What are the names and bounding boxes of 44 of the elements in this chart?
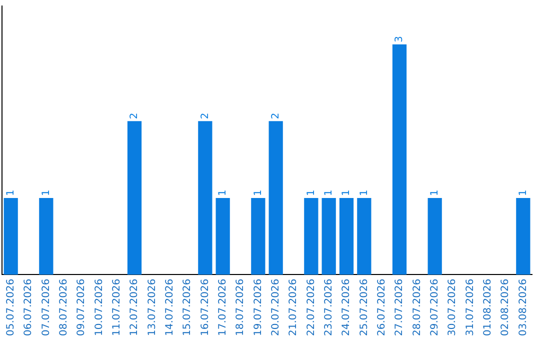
x-tick-label: 15.07.2026 [182,278,194,336]
x-tick-label: 28.07.2026 [412,278,423,336]
data-label: 1 [358,190,370,196]
x-tick-label: 25.07.2026 [358,278,370,336]
x-tick-label: 16.07.2026 [200,278,211,336]
x-tick-label: 19.07.2026 [252,278,264,336]
x-tick-label: 13.07.2026 [146,278,158,336]
x-tick-label: 26.07.2026 [376,278,388,336]
data-label: 1 [341,190,352,196]
x-tick-label: 24.07.2026 [341,278,352,336]
x-tick-label: 01.08.2026 [482,278,494,336]
data-label: 1 [518,190,529,196]
x-tick-label: 11.07.2026 [111,278,122,336]
data-label: 1 [306,190,317,196]
x-tick-label: 29.07.2026 [429,278,440,336]
x-tick-label: 07.07.2026 [40,278,52,336]
data-label: 1 [5,190,16,196]
x-tick-label: 12.07.2026 [129,278,140,336]
data-label: 2 [129,112,140,120]
data-label: 2 [270,112,282,120]
x-tick-label: 09.07.2026 [76,278,88,336]
data-label: 1 [252,190,264,196]
x-tick-label: 18.07.2026 [235,278,246,336]
data-label: 3 [394,36,406,42]
x-tick-label: 10.07.2026 [94,278,105,336]
x-tick-label: 30.07.2026 [447,278,458,336]
x-tick-label: 02.08.2026 [500,278,512,336]
x-tick-label: 22.07.2026 [306,278,317,336]
x-tick-label: 27.07.2026 [394,278,406,336]
data-label: 1 [217,190,228,196]
x-tick-label: 20.07.2026 [270,278,282,336]
x-tick-label: 17.07.2026 [217,278,228,336]
data-label: 1 [429,190,440,196]
x-tick-label: 21.07.2026 [288,278,300,336]
x-tick-label: 03.08.2026 [518,278,529,336]
x-tick-label: 05.07.2026 [5,278,16,336]
data-label: 1 [323,190,334,196]
x-tick-label: 23.07.2026 [323,278,334,336]
x-tick-label: 14.07.2026 [164,278,176,336]
data-label: 1 [40,190,52,196]
x-tick-label: 31.07.2026 [464,278,476,336]
x-tick-label: 08.07.2026 [58,278,70,336]
data-label: 2 [200,112,211,120]
x-tick-label: 06.07.2026 [23,278,34,336]
